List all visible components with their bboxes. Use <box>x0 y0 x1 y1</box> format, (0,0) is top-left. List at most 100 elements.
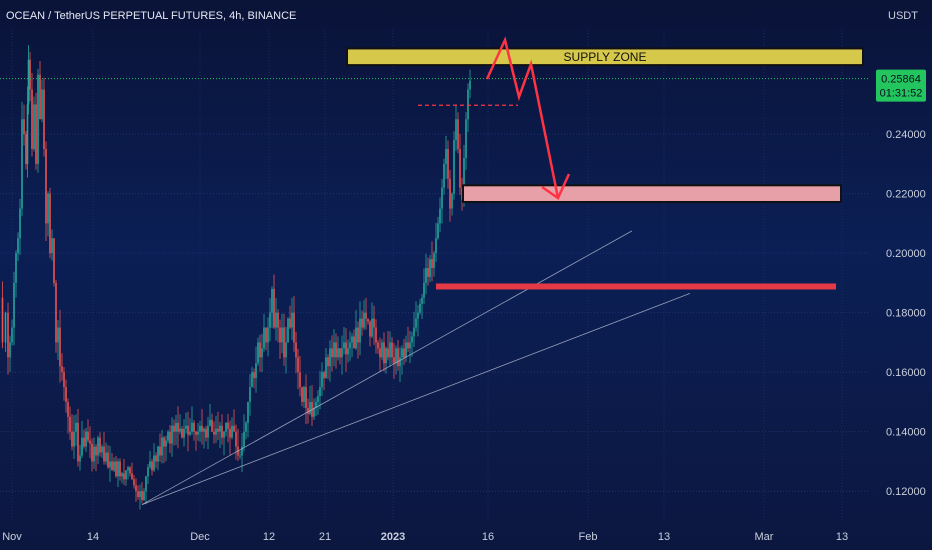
candle-body <box>25 134 27 164</box>
candle-body <box>321 372 323 388</box>
y-tick-label: 0.24000 <box>886 129 926 141</box>
candle-body <box>405 342 407 358</box>
candle-body <box>335 342 337 358</box>
candle-body <box>113 461 115 471</box>
candle-body <box>45 149 47 224</box>
x-tick-label: 21 <box>319 531 331 543</box>
candle-body <box>275 312 277 328</box>
candle-body <box>89 440 91 444</box>
candle-body <box>455 119 457 141</box>
candle-body <box>333 342 335 358</box>
chart-title: OCEAN / TetherUS PERPETUAL FUTURES, 4h, … <box>6 10 296 22</box>
candle-body <box>441 187 443 209</box>
candle-body <box>341 348 343 358</box>
candle-body <box>353 336 355 349</box>
candle-body <box>37 74 39 164</box>
candle-body <box>179 428 181 432</box>
current-price-badge <box>876 69 926 102</box>
candle-body <box>437 223 439 239</box>
candle-body <box>431 259 433 269</box>
candle-body <box>319 387 321 396</box>
candle-body <box>377 342 379 349</box>
candle-body <box>91 443 93 462</box>
candle-body <box>351 336 353 343</box>
candle-body <box>453 140 455 194</box>
candle-body <box>11 327 13 343</box>
candle-body <box>27 59 30 105</box>
candle-body <box>143 491 145 501</box>
candle-body <box>47 193 49 224</box>
candle-body <box>167 431 169 441</box>
candle-body <box>201 425 203 432</box>
candle-body <box>329 348 331 367</box>
candle-body <box>419 303 421 313</box>
drawings: SUPPLY ZONE <box>0 36 868 505</box>
candle-body <box>255 363 257 379</box>
candle-body <box>117 461 119 477</box>
candle-body <box>339 348 341 358</box>
candle-body <box>175 422 177 432</box>
candle-body <box>295 342 297 358</box>
candle-body <box>355 327 357 349</box>
candle-body <box>463 157 465 200</box>
candle-body <box>67 401 69 417</box>
candle-body <box>415 318 417 328</box>
candle-body <box>307 407 309 414</box>
candle-body <box>53 238 55 283</box>
candle-body <box>439 208 441 224</box>
candle-body <box>163 437 165 447</box>
candle-body <box>285 342 287 358</box>
candle-body <box>343 342 345 349</box>
candle-body <box>83 437 85 447</box>
candle-body <box>271 288 273 313</box>
candle-body <box>105 452 107 462</box>
candle-body <box>139 491 141 498</box>
candle-body <box>85 431 87 447</box>
candle-body <box>129 467 131 474</box>
supply-zone <box>346 47 864 67</box>
candle-body <box>249 387 251 402</box>
candle-body <box>225 422 227 432</box>
candle-body <box>97 437 99 456</box>
candle-body <box>191 422 193 432</box>
candle-body <box>371 318 373 337</box>
candle-body <box>367 318 369 322</box>
candle-body <box>189 431 191 435</box>
candle-body <box>297 357 299 373</box>
candle-body <box>61 366 63 373</box>
candle-body <box>115 461 117 477</box>
candle-body <box>21 119 23 209</box>
candle-body <box>9 342 11 358</box>
candle-body <box>93 446 95 462</box>
candle-body <box>305 387 307 408</box>
candle-body <box>347 348 349 355</box>
candle-body <box>469 80 471 90</box>
candle-body <box>243 431 245 447</box>
support-level-line <box>436 283 836 290</box>
candle-body <box>229 428 231 438</box>
candle-body <box>313 407 315 417</box>
candle-body <box>161 437 163 456</box>
candle-body <box>457 119 459 150</box>
candle-body <box>107 452 109 468</box>
x-tick-label: 16 <box>482 531 494 543</box>
candle-body <box>109 461 111 468</box>
candle-body <box>253 372 255 379</box>
candle-body <box>309 401 311 414</box>
candle-body <box>411 336 413 343</box>
candle-body <box>1 297 4 343</box>
candle-body <box>449 178 451 209</box>
candle-body <box>221 425 223 438</box>
candle-body <box>381 342 383 358</box>
countdown-text: 01:31:52 <box>880 88 923 100</box>
candle-body <box>207 425 209 438</box>
candle-body <box>317 395 319 402</box>
candle-body <box>159 446 161 456</box>
candle-body <box>389 342 391 358</box>
candle-body <box>421 297 423 304</box>
x-tick-label: 13 <box>658 531 670 543</box>
current-price-text: 0.25864 <box>881 74 921 86</box>
x-tick-label: Nov <box>2 531 22 543</box>
candle-body <box>445 149 447 164</box>
